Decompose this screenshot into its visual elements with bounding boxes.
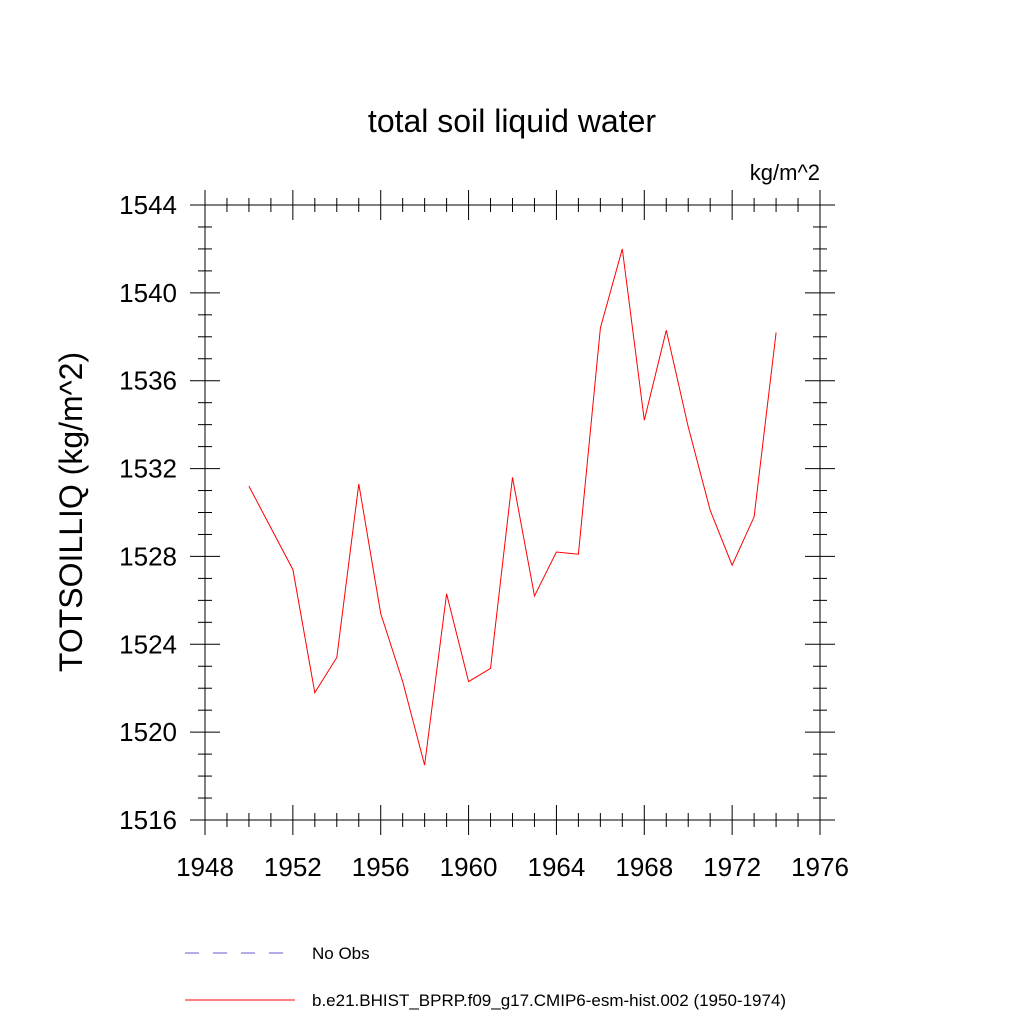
chart-title: total soil liquid water — [368, 103, 656, 139]
y-tick-label: 1532 — [119, 454, 177, 484]
axis-tick-labels: 1948 1952 1956 1960 1964 1968 1972 1976 1516 1520… — [119, 190, 849, 882]
y-axis-label: TOTSOILLIQ (kg/m^2) — [53, 352, 89, 672]
x-tick-label: 1976 — [791, 852, 849, 882]
y-tick-label: 1524 — [119, 629, 177, 659]
plot-frame — [204, 204, 821, 821]
y-tick-label: 1520 — [119, 717, 177, 747]
units-label: kg/m^2 — [750, 160, 820, 185]
legend-label-model: b.e21.BHIST_BPRP.f09_g17.CMIP6-esm-hist.… — [312, 991, 786, 1010]
x-tick-label: 1948 — [176, 852, 234, 882]
x-tick-label: 1972 — [703, 852, 761, 882]
x-tick-label: 1968 — [615, 852, 673, 882]
series-line-0 — [248, 248, 777, 766]
legend: No Obs b.e21.BHIST_BPRP.f09_g17.CMIP6-es… — [185, 944, 786, 1010]
x-tick-label: 1952 — [264, 852, 322, 882]
y-tick-label: 1544 — [119, 190, 177, 220]
x-tick-label: 1964 — [528, 852, 586, 882]
y-tick-label: 1540 — [119, 278, 177, 308]
x-tick-label: 1960 — [440, 852, 498, 882]
y-tick-label: 1528 — [119, 541, 177, 571]
series-layer — [248, 248, 777, 766]
axis-ticks — [190, 190, 835, 835]
legend-label-no-obs: No Obs — [312, 944, 370, 963]
y-tick-label: 1536 — [119, 366, 177, 396]
x-tick-label: 1956 — [352, 852, 410, 882]
y-tick-label: 1516 — [119, 805, 177, 835]
